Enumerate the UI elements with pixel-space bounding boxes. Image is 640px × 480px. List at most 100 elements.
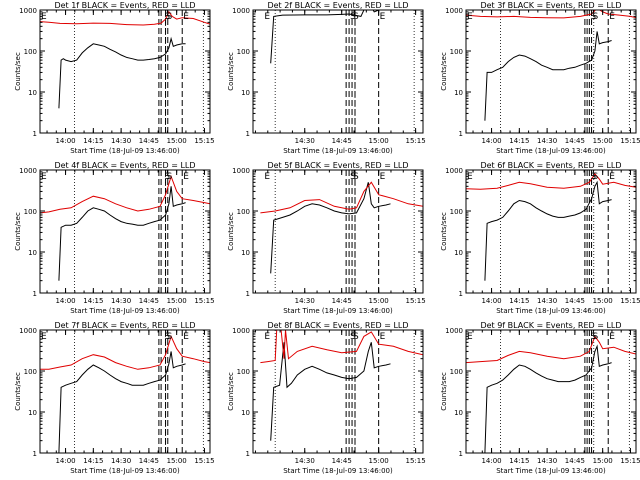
x-tick-label: 14:30 xyxy=(111,457,131,465)
y-tick-label: 1 xyxy=(33,450,37,458)
y-tick-label: 100 xyxy=(24,368,37,376)
y-axis-label: Counts/sec xyxy=(14,372,22,411)
axes-frame xyxy=(465,9,637,134)
lld-series-line xyxy=(466,335,636,364)
plot-area xyxy=(466,170,636,293)
x-tick-label: 14:45 xyxy=(565,457,585,465)
plot-area xyxy=(40,170,210,293)
y-tick-label: 10 xyxy=(28,89,37,97)
y-axis-label: Counts/sec xyxy=(440,212,448,251)
chart-title: Det 2f BLACK = Events, RED = LLD xyxy=(267,1,408,10)
x-tick-label: 15:15 xyxy=(620,297,640,305)
event-marker-label: S xyxy=(164,332,170,342)
x-tick-label: 14:45 xyxy=(139,297,159,305)
event-marker-label: E xyxy=(609,172,615,182)
x-tick-label: 14:45 xyxy=(332,457,352,465)
event-marker-label: S xyxy=(167,332,173,342)
x-tick-label: 14:00 xyxy=(55,137,75,145)
x-tick-label: 14:45 xyxy=(332,137,352,145)
x-tick-label: 15:15 xyxy=(620,137,640,145)
event-marker-label: E xyxy=(467,332,473,342)
y-tick-label: 1000 xyxy=(445,167,463,175)
x-tick-label: 14:15 xyxy=(509,457,529,465)
chart-title: Det 9f BLACK = Events, RED = LLD xyxy=(480,321,621,330)
y-tick-label: 1 xyxy=(33,290,37,298)
x-tick-label: 14:45 xyxy=(139,137,159,145)
chart-title: Det 4f BLACK = Events, RED = LLD xyxy=(54,161,195,170)
lld-series-line xyxy=(40,334,210,370)
plot-area xyxy=(260,170,423,293)
y-tick-label: 1000 xyxy=(19,327,37,335)
y-tick-label: 1000 xyxy=(445,327,463,335)
event-marker-label: E xyxy=(264,172,270,182)
y-tick-label: 10 xyxy=(454,409,463,417)
event-marker-label: S xyxy=(590,332,596,342)
x-tick-label: 14:15 xyxy=(83,297,103,305)
y-tick-label: 100 xyxy=(237,208,250,216)
lld-series-line xyxy=(466,173,636,190)
y-tick-label: 100 xyxy=(450,368,463,376)
y-tick-label: 10 xyxy=(241,409,250,417)
y-axis-label: Counts/sec xyxy=(14,212,22,251)
x-tick-label: 15:15 xyxy=(406,297,426,305)
y-tick-label: 10 xyxy=(241,89,250,97)
x-axis-label: Start Time (18-Jul-09 13:46:00) xyxy=(283,467,393,475)
event-marker-label: S xyxy=(164,172,170,182)
lld-series-line xyxy=(466,10,636,19)
plot-area xyxy=(466,330,636,453)
axes-frame xyxy=(252,9,424,134)
x-tick-label: 14:30 xyxy=(537,457,557,465)
x-tick-label: 14:00 xyxy=(481,457,501,465)
plot-area xyxy=(40,330,210,453)
event-marker-label: E xyxy=(183,12,189,22)
x-tick-label: 15:15 xyxy=(194,297,214,305)
event-marker-label: E xyxy=(264,12,270,22)
event-marker-label: S xyxy=(353,12,359,22)
events-series-line xyxy=(58,351,186,453)
x-axis-label: Start Time (18-Jul-09 13:46:00) xyxy=(70,467,180,475)
event-marker-label: E xyxy=(41,12,47,22)
event-marker-label: S xyxy=(353,172,359,182)
x-tick-label: 14:30 xyxy=(537,137,557,145)
chart-title: Det 6f BLACK = Events, RED = LLD xyxy=(480,161,621,170)
x-axis-label: Start Time (18-Jul-09 13:46:00) xyxy=(496,467,606,475)
event-marker-label: S xyxy=(167,12,173,22)
y-tick-label: 100 xyxy=(450,48,463,56)
x-tick-label: 14:30 xyxy=(295,137,315,145)
lld-series-line xyxy=(40,174,210,214)
y-tick-label: 100 xyxy=(24,208,37,216)
y-tick-label: 1 xyxy=(459,130,463,138)
plot-area xyxy=(466,10,636,133)
event-marker-label: E xyxy=(380,12,386,22)
event-marker-label: E xyxy=(609,12,615,22)
x-tick-label: 14:00 xyxy=(481,137,501,145)
plot-area xyxy=(270,10,415,133)
x-tick-label: 14:30 xyxy=(295,297,315,305)
x-tick-label: 14:00 xyxy=(481,297,501,305)
y-tick-label: 1000 xyxy=(232,167,250,175)
x-tick-label: 14:15 xyxy=(509,137,529,145)
y-tick-label: 1 xyxy=(246,130,250,138)
event-marker-label: E xyxy=(467,12,473,22)
event-marker-label: E xyxy=(380,172,386,182)
y-tick-label: 1 xyxy=(246,290,250,298)
y-tick-label: 1 xyxy=(459,290,463,298)
x-axis-label: Start Time (18-Jul-09 13:46:00) xyxy=(496,147,606,155)
x-tick-label: 15:00 xyxy=(593,297,613,305)
chart-title: Det 1f BLACK = Events, RED = LLD xyxy=(54,1,195,10)
x-tick-label: 15:00 xyxy=(167,297,187,305)
event-marker-label: S xyxy=(593,172,599,182)
x-tick-label: 15:15 xyxy=(194,457,214,465)
y-axis-label: Counts/sec xyxy=(14,52,22,91)
y-tick-label: 1000 xyxy=(232,7,250,15)
y-axis-label: Counts/sec xyxy=(227,52,235,91)
x-tick-label: 15:15 xyxy=(194,137,214,145)
events-series-line xyxy=(484,344,612,453)
y-axis-label: Counts/sec xyxy=(227,212,235,251)
